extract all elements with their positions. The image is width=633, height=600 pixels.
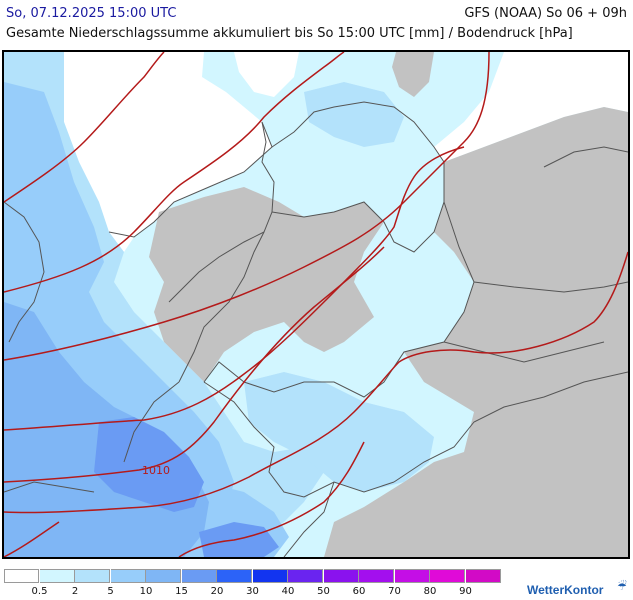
dry-land-east	[324, 107, 628, 557]
forecast-datetime: So, 07.12.2025 15:00 UTC	[6, 6, 177, 21]
dry-land-jutland	[392, 52, 434, 97]
legend-label: 40	[281, 586, 295, 597]
rain-drop-icon: ☔	[617, 580, 627, 593]
coastlines	[4, 101, 628, 493]
legend-swatch	[110, 569, 146, 583]
isobar-line-1	[4, 52, 165, 203]
precipitation-legend: 0.5 2 5 10 15 20 30 40 50 60 70 80 90	[4, 569, 504, 599]
isobars	[4, 52, 628, 557]
legend-swatch	[146, 569, 181, 583]
legend-label: 0.5	[31, 586, 48, 597]
legend-swatch	[394, 569, 430, 583]
legend-label: 10	[139, 586, 153, 597]
isobar-line-3	[4, 52, 490, 361]
isobar-line-6	[4, 251, 628, 514]
legend-swatch	[75, 569, 110, 583]
isobar-line-7	[178, 441, 365, 557]
legend-label: 5	[107, 586, 114, 597]
legend-label: 15	[175, 586, 188, 597]
precipitation-map[interactable]: 1010	[2, 50, 630, 559]
legend-label: 80	[423, 586, 437, 597]
legend-label: 60	[352, 586, 366, 597]
precip-2-5-center	[244, 372, 434, 492]
isobar-line-8	[4, 521, 60, 557]
map-subtitle: Gesamte Niederschlagssumme akkumuliert b…	[6, 26, 573, 41]
isobar-line-2	[4, 52, 345, 293]
legend-swatch	[323, 569, 359, 583]
isobar-line-4	[4, 146, 465, 431]
legend-swatch	[359, 569, 394, 583]
legend-label: 50	[317, 586, 330, 597]
legend-label: 70	[388, 586, 401, 597]
legend-swatch	[430, 569, 465, 583]
map-canvas: 1010	[4, 52, 628, 557]
legend-swatch	[4, 569, 39, 583]
dry-area-baltic	[434, 52, 628, 162]
precip-15-20-core	[94, 417, 204, 512]
legend-label: 2	[71, 586, 79, 597]
model-run-label: GFS (NOAA) So 06 + 09h	[464, 6, 627, 21]
legend-swatch	[252, 569, 288, 583]
legend-swatch	[181, 569, 217, 583]
legend-label: 90	[459, 586, 472, 597]
isobar-label-1010: 1010	[142, 464, 170, 477]
legend-swatch	[465, 569, 501, 583]
legend-label: 20	[210, 586, 224, 597]
dry-area-scandinavia-coast	[234, 52, 299, 97]
legend-swatch	[217, 569, 252, 583]
legend-swatch	[288, 569, 323, 583]
legend-swatch	[39, 569, 75, 583]
isobar-line-1010	[4, 246, 385, 483]
precip-2-5-north	[304, 82, 404, 147]
wetterkontor-logo: WetterKontor	[527, 583, 604, 597]
dry-area-north-sea	[64, 52, 272, 252]
legend-label: 30	[246, 586, 259, 597]
